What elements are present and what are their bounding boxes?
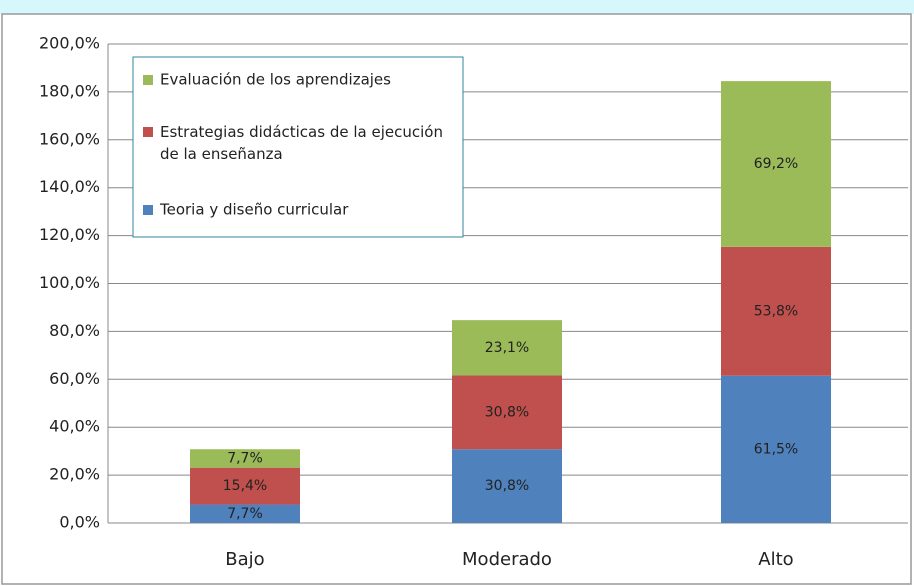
legend-swatch — [143, 75, 153, 85]
legend-swatch — [143, 127, 153, 137]
y-tick-label: 180,0% — [39, 81, 100, 100]
legend-swatch — [143, 205, 153, 215]
bar-segment — [721, 246, 831, 376]
y-tick-label: 200,0% — [39, 34, 100, 53]
y-tick-label: 0,0% — [59, 513, 100, 532]
legend-label: Estrategias didácticas de la ejecución de… — [160, 123, 443, 163]
bar-segment — [190, 504, 300, 523]
x-tick-label: Alto — [758, 549, 793, 570]
bar-segment — [452, 320, 562, 376]
value-label: 30,8% — [485, 478, 529, 494]
y-tick-label: 100,0% — [39, 273, 100, 292]
y-tick-label: 80,0% — [49, 321, 100, 340]
bar-segment — [452, 449, 562, 523]
x-tick-label: Bajo — [225, 549, 264, 570]
y-tick-label: 60,0% — [49, 369, 100, 388]
x-tick-label: Moderado — [462, 549, 552, 570]
legend-line: de la enseñanza — [160, 145, 283, 163]
bar-segment — [721, 81, 831, 247]
y-tick-label: 140,0% — [39, 177, 100, 196]
value-label: 53,8% — [754, 303, 798, 319]
value-label: 23,1% — [485, 340, 529, 356]
value-label: 15,4% — [223, 478, 267, 494]
chart-border — [1, 13, 912, 585]
value-label: 30,8% — [485, 404, 529, 420]
legend-box — [132, 56, 464, 238]
value-label: 61,5% — [754, 441, 798, 457]
y-tick-label: 120,0% — [39, 225, 100, 244]
bar-segment — [190, 449, 300, 468]
legend-line: Estrategias didácticas de la ejecución — [160, 123, 443, 141]
y-tick-label: 160,0% — [39, 129, 100, 148]
bar-segment — [721, 375, 831, 523]
y-tick-label: 40,0% — [49, 417, 100, 436]
top-strip — [0, 0, 914, 14]
value-label: 69,2% — [754, 156, 798, 172]
y-tick-label: 20,0% — [49, 465, 100, 484]
legend-label: Teoria y diseño curricular — [159, 201, 349, 219]
value-label: 7,7% — [227, 450, 263, 466]
bar-segment — [452, 375, 562, 450]
legend-label: Evaluación de los aprendizajes — [160, 71, 391, 89]
value-label: 7,7% — [227, 506, 263, 522]
bar-segment — [190, 467, 300, 505]
